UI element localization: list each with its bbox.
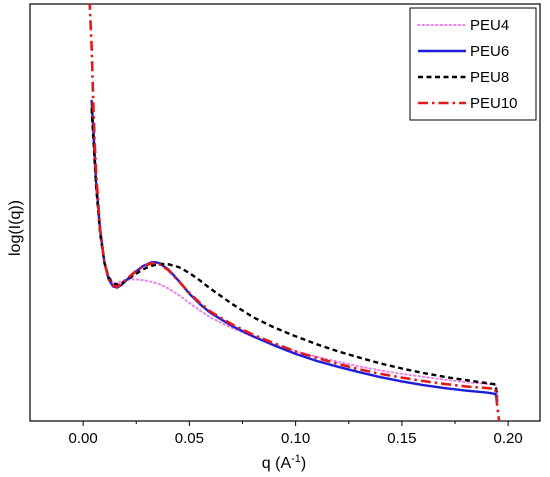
plot-border	[29, 3, 541, 422]
series-line-peu6	[90, 99, 499, 402]
series-layer	[88, 4, 501, 421]
legend-label-peu8: PEU8	[470, 69, 509, 86]
x-tick-label: 0.20	[494, 430, 523, 447]
series-line-peu4	[90, 111, 499, 397]
legend: PEU4 PEU6 PEU8 PEU10	[409, 7, 537, 121]
series-line-peu10	[88, 4, 501, 421]
x-tick-label: 0.10	[281, 430, 310, 447]
x-tick-label: 0.05	[175, 430, 204, 447]
y-axis-title: log(I(q))	[7, 200, 24, 256]
plot-frame	[29, 3, 541, 422]
legend-box	[409, 7, 537, 121]
x-axis-title: q (A-1)	[262, 453, 306, 472]
x-tick-label: 0.15	[387, 430, 416, 447]
x-axis-ticks: 0.00 0.05 0.10 0.15 0.20	[69, 421, 523, 447]
legend-label-peu6: PEU6	[470, 43, 509, 60]
x-axis-title-tail: )	[301, 455, 306, 472]
x-axis-title-superscript: -1	[291, 453, 301, 465]
x-tick-label: 0.00	[69, 430, 98, 447]
legend-label-peu4: PEU4	[470, 17, 509, 34]
legend-label-peu10: PEU10	[470, 95, 518, 112]
